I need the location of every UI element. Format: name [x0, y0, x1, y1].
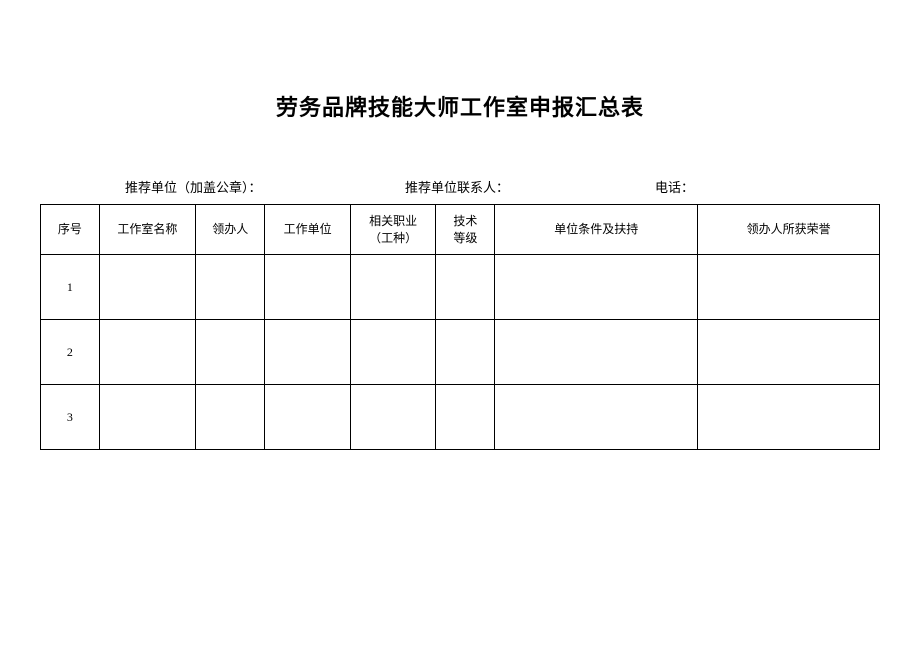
cell-occupation — [350, 255, 436, 320]
cell-leader — [195, 385, 264, 450]
col-header-leader: 领办人 — [195, 205, 264, 255]
cell-index: 2 — [41, 320, 100, 385]
col-header-tech-level: 技术等级 — [436, 205, 495, 255]
cell-studio-name — [99, 320, 195, 385]
cell-unit-support — [495, 385, 698, 450]
cell-honors — [698, 255, 880, 320]
cell-work-unit — [265, 320, 351, 385]
info-row: 推荐单位（加盖公章）： 推荐单位联系人： 电话： — [40, 177, 880, 196]
page-title: 劳务品牌技能大师工作室申报汇总表 — [40, 90, 880, 122]
document-container: 劳务品牌技能大师工作室申报汇总表 推荐单位（加盖公章）： 推荐单位联系人： 电话… — [0, 0, 920, 450]
cell-occupation — [350, 320, 436, 385]
cell-tech-level — [436, 255, 495, 320]
cell-honors — [698, 320, 880, 385]
cell-studio-name — [99, 255, 195, 320]
cell-work-unit — [265, 385, 351, 450]
col-header-work-unit: 工作单位 — [265, 205, 351, 255]
cell-unit-support — [495, 320, 698, 385]
recommend-unit-label: 推荐单位（加盖公章）： — [125, 177, 405, 196]
table-header-row: 序号 工作室名称 领办人 工作单位 相关职业（工种） 技术等级 单位条件及扶持 … — [41, 205, 880, 255]
table-row: 1 — [41, 255, 880, 320]
cell-studio-name — [99, 385, 195, 450]
cell-honors — [698, 385, 880, 450]
cell-occupation — [350, 385, 436, 450]
cell-leader — [195, 320, 264, 385]
cell-unit-support — [495, 255, 698, 320]
col-header-unit-support: 单位条件及扶持 — [495, 205, 698, 255]
col-header-index: 序号 — [41, 205, 100, 255]
phone-label: 电话： — [655, 177, 805, 196]
cell-tech-level — [436, 320, 495, 385]
summary-table: 序号 工作室名称 领办人 工作单位 相关职业（工种） 技术等级 单位条件及扶持 … — [40, 204, 880, 450]
col-header-studio-name: 工作室名称 — [99, 205, 195, 255]
cell-leader — [195, 255, 264, 320]
table-row: 2 — [41, 320, 880, 385]
col-header-occupation: 相关职业（工种） — [350, 205, 436, 255]
cell-index: 3 — [41, 385, 100, 450]
table-row: 3 — [41, 385, 880, 450]
contact-label: 推荐单位联系人： — [405, 177, 655, 196]
cell-work-unit — [265, 255, 351, 320]
cell-index: 1 — [41, 255, 100, 320]
cell-tech-level — [436, 385, 495, 450]
col-header-honors: 领办人所获荣誉 — [698, 205, 880, 255]
